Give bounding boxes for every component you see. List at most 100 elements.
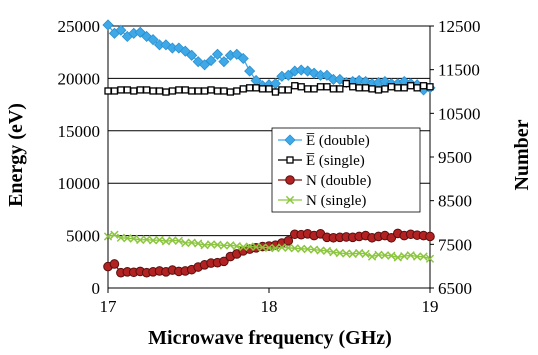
x-stroke (239, 242, 248, 252)
data-point (168, 236, 177, 245)
series-1 (104, 79, 434, 96)
data-point (181, 86, 189, 94)
data-point (271, 244, 280, 253)
data-point (425, 254, 435, 263)
data-point (419, 252, 428, 261)
data-point (239, 242, 248, 252)
data-point (349, 83, 357, 91)
y2-tick-label: 6500 (438, 279, 472, 298)
data-point (174, 236, 183, 245)
data-point (110, 87, 119, 95)
data-point (329, 248, 338, 257)
legend-item: E̅ (double) (278, 133, 370, 149)
x-stroke (123, 234, 132, 243)
data-point (355, 248, 364, 258)
x-stroke (148, 236, 158, 245)
data-point (175, 86, 183, 94)
data-point (258, 243, 267, 252)
x-stroke (387, 251, 396, 260)
data-point (271, 88, 280, 96)
legend-marker (285, 195, 295, 205)
data-point (381, 85, 389, 93)
x-stroke (110, 230, 119, 239)
x-stroke (290, 244, 299, 253)
data-point (277, 243, 287, 252)
x-stroke (187, 238, 196, 247)
x-stroke (342, 249, 351, 258)
data-point (161, 237, 171, 246)
data-point (142, 235, 151, 244)
data-point (116, 233, 126, 242)
data-point (368, 85, 376, 93)
data-point (109, 259, 120, 269)
x-stroke (380, 251, 390, 260)
x-stroke (412, 252, 422, 261)
data-point (310, 85, 318, 93)
data-point (149, 87, 157, 95)
data-point (232, 241, 241, 251)
series-0 (102, 19, 436, 96)
data-point (206, 240, 216, 249)
data-point (211, 48, 224, 60)
y-tick-label: 0 (92, 279, 101, 298)
x-stroke (419, 252, 428, 261)
y2-axis-title: Number (511, 119, 533, 190)
x-axis-ticks: 17 18 19 (100, 288, 439, 316)
x-stroke (425, 254, 435, 263)
series-3 (103, 230, 435, 263)
data-point (245, 242, 254, 251)
x-stroke (116, 233, 126, 242)
x-stroke (200, 241, 209, 250)
x-stroke (406, 251, 415, 260)
data-point (303, 85, 312, 93)
x-stroke (309, 245, 319, 254)
x-stroke (194, 239, 203, 248)
y-tick-label: 15000 (58, 122, 101, 141)
data-point (322, 246, 332, 256)
data-point (284, 243, 293, 252)
x-stroke (367, 252, 377, 261)
data-point (199, 59, 211, 71)
data-point (147, 34, 159, 46)
data-point (194, 87, 202, 95)
data-point (278, 86, 286, 94)
data-point (284, 86, 292, 94)
x-stroke (155, 235, 164, 245)
data-point (309, 245, 319, 254)
x-stroke (168, 236, 177, 245)
y2-tick-label: 11500 (438, 61, 480, 80)
data-point (419, 82, 428, 90)
data-point (162, 88, 170, 96)
data-point (207, 86, 215, 94)
data-point (186, 49, 198, 61)
data-point (231, 48, 243, 60)
data-point (394, 84, 402, 92)
legend-box (271, 127, 421, 213)
data-point (303, 245, 312, 254)
data-point (181, 238, 190, 248)
data-point (406, 251, 415, 260)
data-point (117, 86, 125, 94)
data-point (188, 87, 196, 95)
data-point (387, 83, 396, 91)
data-point (246, 84, 254, 92)
data-point (291, 82, 299, 90)
data-point (400, 251, 409, 261)
data-point (336, 85, 344, 93)
data-point (335, 248, 344, 258)
series-layer (102, 19, 436, 278)
legend-item: N (single) (278, 193, 366, 209)
data-point (136, 235, 145, 245)
data-point (220, 87, 228, 95)
x-stroke (181, 238, 190, 248)
data-point (258, 85, 267, 93)
x-stroke (161, 237, 171, 246)
y2-axis-ticks: 6500 7500 8500 9500 10500 11500 12500 (430, 17, 481, 298)
x-stroke (219, 241, 229, 250)
x-stroke (277, 243, 287, 252)
x-stroke (361, 249, 370, 259)
x-stroke (329, 248, 338, 257)
data-point (205, 55, 217, 67)
x-stroke (335, 248, 344, 258)
